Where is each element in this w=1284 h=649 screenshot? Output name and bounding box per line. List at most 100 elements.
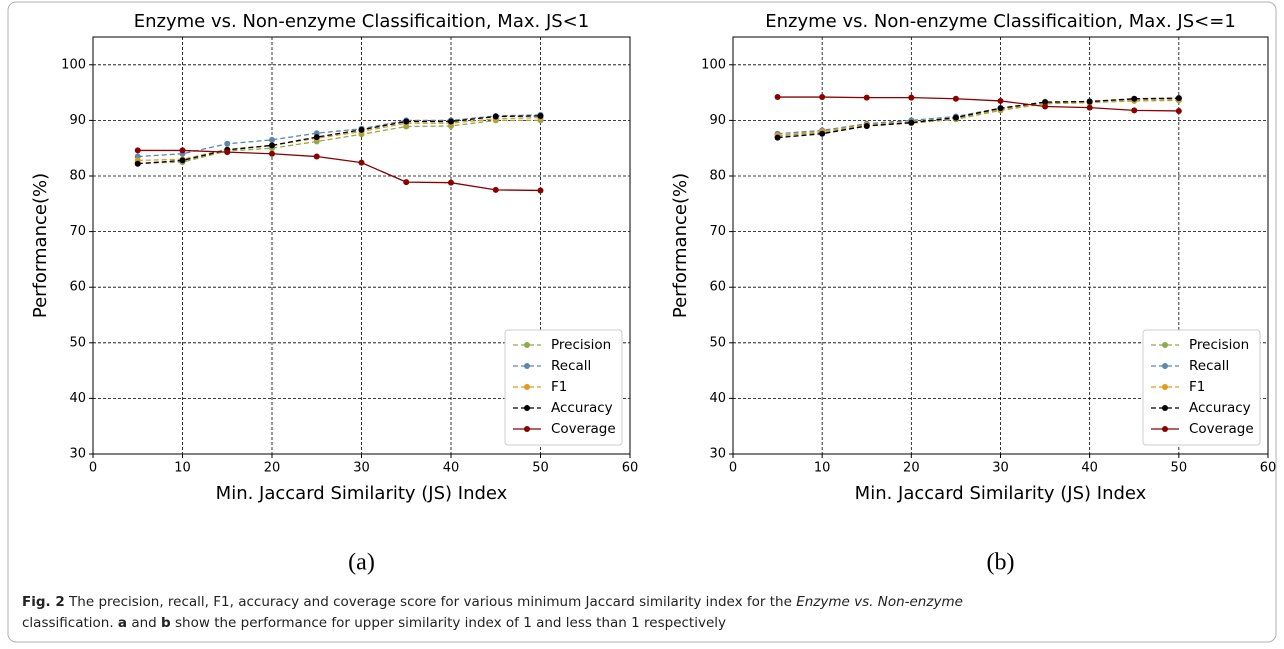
x-tick-label: 20 (264, 461, 281, 476)
caption-bold: b (161, 615, 171, 631)
x-tick-label: 60 (622, 461, 639, 476)
y-tick-label: 80 (69, 169, 86, 184)
data-point (448, 118, 454, 125)
data-point (179, 157, 186, 164)
x-tick-label: 30 (353, 461, 370, 476)
data-point (1175, 95, 1182, 102)
data-point (448, 179, 454, 186)
series-line (137, 115, 541, 165)
data-point (134, 147, 141, 154)
data-point (224, 140, 231, 147)
data-point (269, 136, 275, 143)
caption-emphasis: Enzyme vs. Non-enzyme (796, 594, 963, 610)
x-axis-label: Min. Jaccard Similarity (JS) Index (216, 483, 508, 504)
caption-text: and (131, 615, 157, 631)
data-point (1042, 99, 1049, 106)
x-tick-label: 30 (992, 461, 1009, 476)
legend-marker (1162, 342, 1168, 348)
data-point (952, 114, 959, 121)
x-tick-label: 50 (532, 461, 549, 476)
data-point (774, 94, 781, 101)
data-point (819, 130, 826, 137)
legend-marker (1162, 363, 1168, 369)
data-point (819, 94, 826, 101)
x-tick-label: 10 (814, 461, 831, 476)
y-tick-label: 50 (69, 335, 86, 350)
legend-marker (524, 405, 530, 411)
data-point (492, 113, 499, 120)
data-point (1131, 107, 1138, 114)
panel-label: (b) (987, 550, 1015, 576)
data-point (774, 134, 781, 141)
y-tick-label: 90 (709, 113, 726, 128)
chart-title: Enzyme vs. Non-enzyme Classificaition, M… (134, 11, 589, 32)
x-axis-label: Min. Jaccard Similarity (JS) Index (855, 483, 1147, 504)
legend-label: Accuracy (1189, 400, 1251, 416)
legend-marker (1162, 384, 1168, 390)
y-axis-label: Performance(%) (670, 173, 691, 318)
y-tick-label: 40 (69, 391, 86, 406)
data-point (224, 149, 231, 156)
data-point (908, 94, 915, 101)
legend-marker (524, 342, 530, 348)
data-point (1086, 104, 1093, 111)
caption-text: classification. (22, 615, 114, 631)
data-point (403, 179, 410, 186)
figure-border (7, 1, 1277, 643)
x-tick-label: 40 (1081, 461, 1098, 476)
legend-box (504, 329, 623, 446)
y-tick-label: 90 (69, 113, 86, 128)
y-tick-label: 70 (709, 224, 726, 239)
chart-title: Enzyme vs. Non-enzyme Classificaition, M… (765, 11, 1236, 32)
data-point (1175, 107, 1182, 114)
data-point (269, 142, 275, 149)
legend-label: F1 (551, 379, 567, 395)
y-tick-label: 30 (709, 447, 726, 462)
y-axis-label: Performance(%) (30, 173, 51, 318)
data-point (997, 105, 1004, 112)
y-tick-label: 80 (709, 169, 726, 184)
caption-label: Fig. 2 (22, 594, 65, 610)
legend-marker (1162, 426, 1168, 432)
data-point (269, 150, 275, 157)
legend-marker (524, 426, 530, 432)
data-point (492, 186, 499, 193)
legend-label: Recall (1189, 358, 1229, 374)
data-point (358, 159, 365, 166)
y-tick-label: 50 (709, 335, 726, 350)
data-point (179, 147, 186, 154)
series-line (137, 149, 541, 192)
panel-label: (a) (348, 550, 375, 576)
y-tick-label: 60 (69, 280, 86, 295)
legend-label: Coverage (1189, 421, 1254, 437)
x-tick-label: 10 (174, 461, 191, 476)
series-line (777, 96, 1179, 112)
y-tick-label: 100 (61, 57, 86, 72)
legend-label: Precision (1189, 337, 1249, 353)
data-point (358, 126, 365, 133)
series-line (137, 114, 541, 158)
axes-frame (732, 36, 1269, 455)
y-tick-label: 70 (69, 224, 86, 239)
y-tick-label: 40 (709, 391, 726, 406)
data-point (1086, 98, 1093, 105)
data-point (863, 122, 870, 129)
x-tick-label: 0 (729, 461, 737, 476)
data-point (1131, 95, 1138, 102)
data-point (908, 119, 915, 126)
legend-label: Precision (551, 337, 611, 353)
data-point (403, 118, 410, 125)
x-tick-label: 40 (443, 461, 460, 476)
series-line (137, 116, 541, 162)
data-point (952, 95, 959, 102)
x-tick-label: 60 (1260, 461, 1277, 476)
legend-marker (524, 384, 530, 390)
data-point (863, 94, 870, 101)
data-point (313, 153, 320, 160)
legend-label: Recall (551, 358, 591, 374)
caption-text: The precision, recall, F1, accuracy and … (69, 594, 792, 610)
series-line (777, 98, 1179, 137)
axes-frame (92, 36, 631, 455)
y-tick-label: 100 (701, 57, 726, 72)
